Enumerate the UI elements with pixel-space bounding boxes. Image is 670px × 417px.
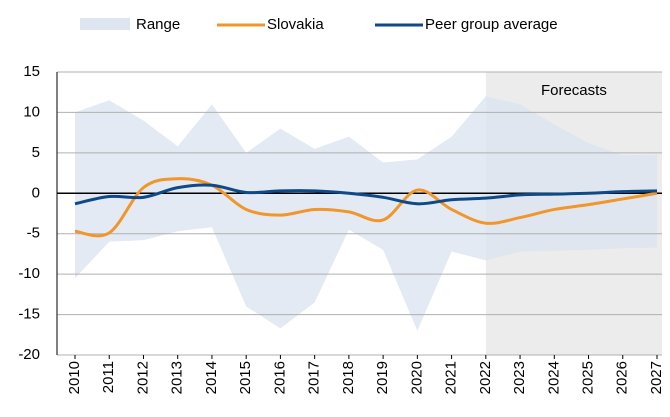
x-tick-label: 2024 bbox=[545, 361, 562, 394]
y-tick-label: -5 bbox=[27, 225, 40, 242]
x-tick-label: 2023 bbox=[511, 361, 528, 394]
series-line bbox=[74, 177, 658, 238]
x-tick-label: 2027 bbox=[648, 361, 665, 394]
x-tick-label: 2014 bbox=[203, 361, 220, 394]
x-tick-label: 2019 bbox=[374, 361, 391, 394]
y-tick-label: -20 bbox=[18, 346, 40, 363]
y-tick-label: 15 bbox=[23, 63, 40, 80]
series-line bbox=[74, 183, 658, 206]
x-tick-label: 2026 bbox=[614, 361, 631, 394]
x-tick-label: 2017 bbox=[306, 361, 323, 394]
forecast-label: Forecasts bbox=[541, 82, 607, 99]
x-tick-label: 2025 bbox=[579, 361, 596, 394]
x-tick-label: 2018 bbox=[340, 361, 357, 394]
y-tick-label: -15 bbox=[18, 306, 40, 323]
x-tick-label: 2012 bbox=[134, 361, 151, 394]
x-tick-label: 2011 bbox=[100, 361, 117, 393]
y-tick-label: -10 bbox=[18, 265, 40, 282]
legend-swatch bbox=[80, 18, 130, 30]
x-tick-label: 2016 bbox=[271, 361, 288, 394]
legend-label: Peer group average bbox=[425, 16, 558, 33]
y-tick-label: 0 bbox=[32, 184, 40, 201]
x-tick-label: 2013 bbox=[169, 361, 186, 394]
x-tick-label: 2022 bbox=[477, 361, 494, 394]
x-tick-label: 2010 bbox=[66, 361, 83, 394]
x-tick-label: 2015 bbox=[237, 361, 254, 394]
x-tick-label: 2021 bbox=[443, 361, 460, 394]
x-tick-label: 2020 bbox=[408, 361, 425, 394]
legend-label: Range bbox=[136, 16, 180, 33]
legend-label: Slovakia bbox=[267, 16, 324, 33]
y-tick-label: 5 bbox=[32, 144, 40, 161]
range-band bbox=[75, 96, 657, 331]
y-tick-label: 10 bbox=[23, 103, 40, 120]
